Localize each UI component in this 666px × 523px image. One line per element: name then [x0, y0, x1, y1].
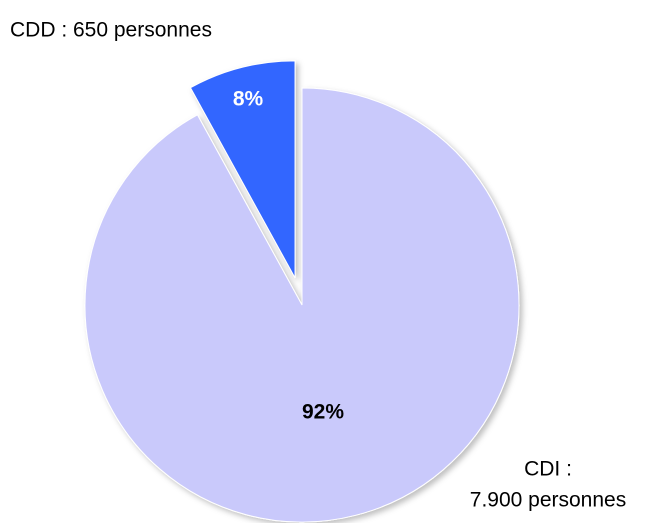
value-label: 8%: [233, 88, 264, 111]
pie-slice: [84, 87, 520, 523]
category-label: 7.900 personnes: [470, 489, 626, 512]
value-label: 92%: [302, 401, 344, 424]
category-label: CDI :: [524, 458, 572, 481]
pie-slice: [189, 60, 296, 279]
pie: [84, 60, 520, 523]
category-label: CDD : 650 personnes: [10, 19, 212, 42]
